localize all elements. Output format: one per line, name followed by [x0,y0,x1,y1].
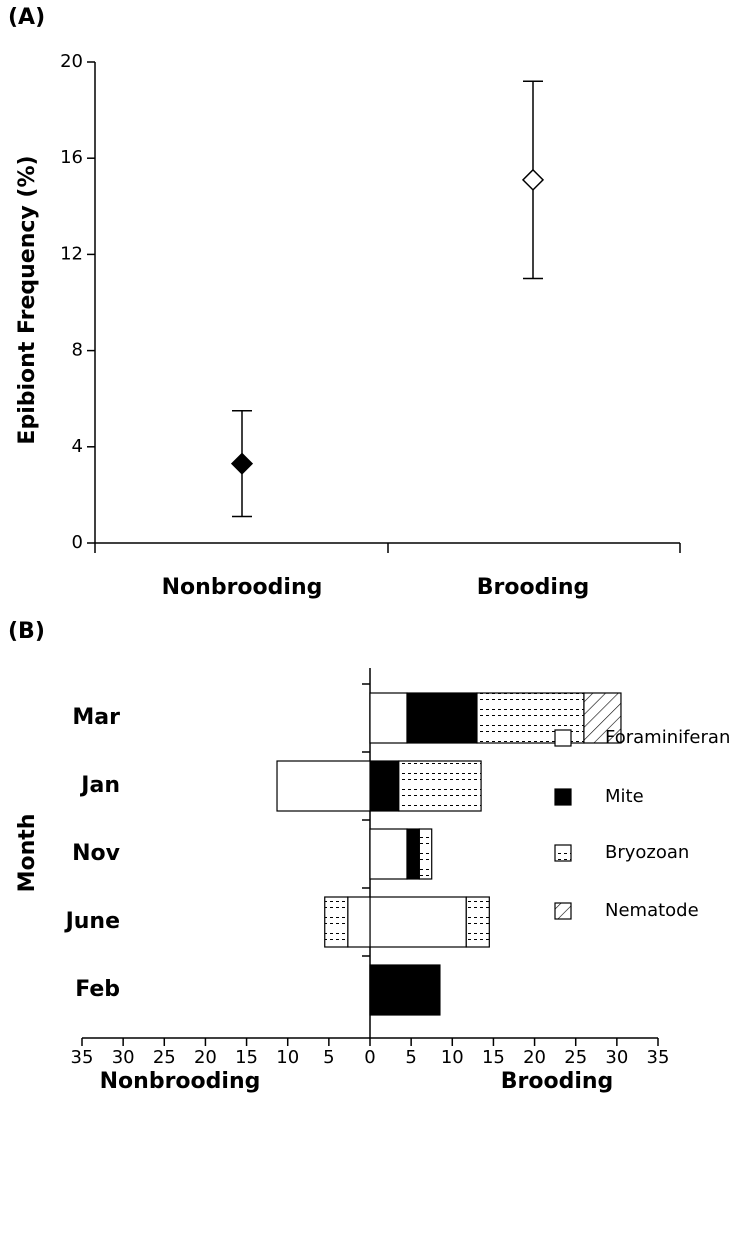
x-tick-label: 30 [112,1047,135,1068]
point-marker [230,452,254,475]
bar-segment [369,692,408,744]
legend-label: Mite [605,786,644,807]
y-tick-label: Feb [75,977,120,1002]
y-tick-label: Nov [72,841,121,866]
x-tick-label: 25 [564,1047,587,1068]
y-tick-label: 20 [60,51,83,72]
bar-segment [369,760,400,812]
x-tick-label: Nonbrooding [162,575,323,600]
y-tick-label: 8 [72,340,83,361]
legend-label: Foraminiferan [605,727,730,748]
y-tick-label: 0 [72,532,83,553]
y-tick-label: Mar [72,705,120,730]
x-side-label: Nonbrooding [100,1069,261,1094]
bar-segment [276,760,371,812]
x-tick-label: 10 [276,1047,299,1068]
x-tick-label: 20 [194,1047,217,1068]
bar-segment [398,760,482,812]
panel-a-label: (A) [8,5,45,30]
y-tick-label: June [64,909,120,934]
x-tick-label: 20 [523,1047,546,1068]
legend-label: Nematode [605,900,699,921]
panel-b-label: (B) [8,619,45,644]
x-tick-label: 25 [153,1047,176,1068]
legend-swatch [554,902,572,920]
panel-a-y-label: Epibiont Frequency (%) [15,155,40,444]
bar-segment [406,692,478,744]
bar-segment [418,828,433,880]
x-tick-label: 10 [441,1047,464,1068]
panel-b-y-label: Month [15,814,40,893]
bar-segment [369,964,441,1016]
bar-segment [347,896,371,948]
x-side-label: Brooding [501,1069,614,1094]
legend-swatch [554,729,572,747]
y-tick-label: 16 [60,147,83,168]
y-tick-label: Jan [79,773,120,798]
bar-segment [583,692,622,744]
legend-label: Bryozoan [605,842,689,863]
x-tick-label: 0 [364,1047,375,1068]
bar-segment [369,896,467,948]
x-tick-label: 5 [405,1047,416,1068]
y-tick-label: 12 [60,243,83,264]
bar-segment [465,896,490,948]
x-tick-label: Brooding [477,575,590,600]
y-tick-label: 4 [72,436,83,457]
x-tick-label: 35 [71,1047,94,1068]
x-tick-label: 15 [482,1047,505,1068]
bar-segment [406,828,420,880]
x-tick-label: 30 [605,1047,628,1068]
x-tick-label: 5 [323,1047,334,1068]
bar-segment [324,896,349,948]
point-marker [521,168,545,191]
legend-swatch [554,788,572,806]
legend-swatch [554,844,572,862]
bar-segment [369,828,408,880]
x-tick-label: 35 [647,1047,670,1068]
x-tick-label: 15 [235,1047,258,1068]
